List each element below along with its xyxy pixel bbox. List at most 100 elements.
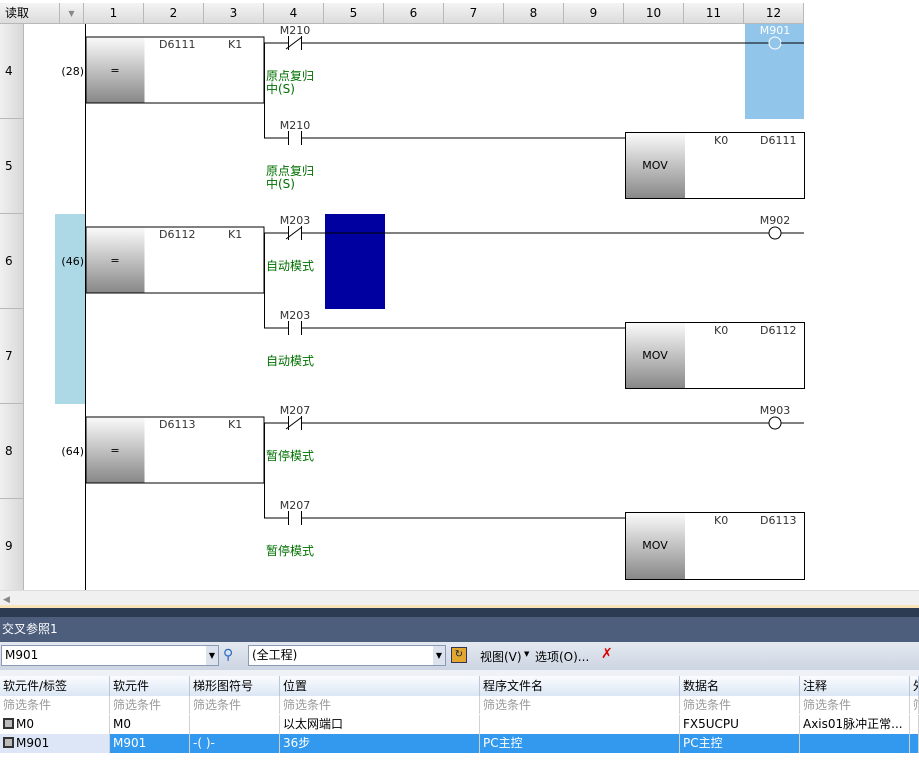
clear-filter-icon[interactable]: ✗ [601, 646, 613, 662]
device-combo[interactable]: M901 ▼ [1, 645, 219, 666]
coil-highlight [745, 24, 804, 119]
column-header[interactable]: 程序文件名 [480, 676, 680, 696]
row-header[interactable]: 9 [0, 499, 24, 594]
table-cell[interactable]: -( )- [190, 734, 280, 753]
scroll-left-icon[interactable]: ◀ [3, 595, 10, 605]
compare-operand-1: D6112 [159, 228, 195, 241]
table-cell[interactable]: Axis01脉冲正常... [800, 715, 910, 734]
scope-value: (全工程) [252, 648, 298, 662]
column-header: 1 [84, 3, 144, 24]
mov-source: K0 [714, 134, 728, 147]
cell-text: M0 [16, 717, 34, 731]
row-header[interactable]: 6 [0, 214, 24, 309]
coil-label: M903 [760, 404, 791, 417]
compare-operand-1: D6111 [159, 38, 195, 51]
filter-cell[interactable]: 筛选条件 [910, 696, 919, 714]
cell-text: PC主控 [483, 736, 523, 750]
filter-cell[interactable]: 筛选条件 [680, 696, 800, 714]
mov-destination: D6112 [760, 324, 796, 337]
view-menu[interactable]: 视图(V) [480, 650, 522, 664]
mov-operator-cell [626, 323, 685, 388]
step-number: (28) [61, 65, 84, 78]
device-comment: 中(S) [266, 176, 295, 191]
column-header[interactable]: 梯形图符号 [190, 676, 280, 696]
cell-text: M0 [113, 717, 131, 731]
mov-operator: MOV [642, 159, 668, 172]
cell-text: FX5UCPU [683, 717, 739, 731]
chevron-down-icon[interactable]: ▼ [206, 646, 218, 665]
contact-label: M203 [280, 214, 311, 227]
filter-cell[interactable]: 筛选条件 [110, 696, 190, 714]
table-cell [910, 734, 919, 753]
row-header[interactable]: 7 [0, 309, 24, 404]
table-cell[interactable]: FX5UCPU [680, 715, 800, 734]
table-cell[interactable]: M901 [110, 734, 190, 753]
read-mode-header[interactable]: 读取 [0, 3, 60, 24]
table-cell[interactable] [800, 734, 910, 753]
table-cell[interactable]: 以太网端口 [280, 715, 480, 734]
chevron-down-icon: ▼ [524, 650, 530, 658]
filter-cell[interactable]: 筛选条件 [800, 696, 910, 714]
table-cell[interactable] [480, 715, 680, 734]
column-header: 10 [624, 3, 684, 24]
mov-destination: D6111 [760, 134, 796, 147]
filter-cell[interactable]: 筛选条件 [0, 696, 110, 714]
table-cell[interactable]: PC主控 [480, 734, 680, 753]
column-header: 5 [324, 3, 384, 24]
device-chip-icon [3, 718, 14, 729]
compare-operator: = [110, 254, 119, 267]
cell-text: Axis01脉冲正常... [803, 717, 903, 731]
cursor-cell[interactable] [325, 214, 385, 309]
refresh-icon[interactable]: ↻ [451, 647, 467, 663]
column-header[interactable]: 注释 [800, 676, 910, 696]
column-header: 7 [444, 3, 504, 24]
column-header: 2 [144, 3, 204, 24]
step-number: (46) [61, 255, 84, 268]
mov-operator: MOV [642, 539, 668, 552]
search-icon[interactable]: ⚲ [223, 647, 234, 663]
filter-cell[interactable]: 筛选条件 [190, 696, 280, 714]
column-header[interactable]: 软元件 [110, 676, 190, 696]
device-label-cell[interactable]: M901 [0, 734, 110, 753]
compare-operand-1: D6113 [159, 418, 195, 431]
panel-divider[interactable] [0, 605, 919, 617]
table-cell[interactable]: PC主控 [680, 734, 800, 753]
contact-label: M203 [280, 309, 311, 322]
column-header: 3 [204, 3, 264, 24]
column-header: 4 [264, 3, 324, 24]
device-value: M901 [5, 648, 39, 662]
compare-operator: = [110, 444, 119, 457]
row-header[interactable]: 5 [0, 119, 24, 214]
cell-text: M901 [16, 736, 50, 750]
compare-operator-cell [86, 417, 145, 483]
compare-operand-2: K1 [228, 418, 242, 431]
nc-contact-icon [285, 36, 303, 50]
table-cell[interactable] [190, 715, 280, 734]
scope-combo[interactable]: (全工程) ▼ [248, 645, 446, 666]
compare-operator-cell [86, 227, 145, 293]
column-header: 12 [744, 3, 804, 24]
mov-operator-cell [626, 513, 685, 579]
table-cell[interactable]: 36步 [280, 734, 480, 753]
filter-cell[interactable]: 筛选条件 [280, 696, 480, 714]
horizontal-scrollbar[interactable]: ◀ [0, 590, 919, 605]
row-header[interactable]: 8 [0, 404, 24, 499]
cell-text: 36步 [283, 736, 311, 750]
read-mode-dropdown[interactable]: ▼ [60, 3, 84, 24]
filter-cell[interactable]: 筛选条件 [480, 696, 680, 714]
column-header[interactable]: 数据名 [680, 676, 800, 696]
table-cell[interactable]: M0 [110, 715, 190, 734]
mov-operator: MOV [642, 349, 668, 362]
column-header[interactable]: 位置 [280, 676, 480, 696]
device-comment: 中(S) [266, 81, 295, 96]
device-label-cell[interactable]: M0 [0, 715, 110, 734]
column-header: 6 [384, 3, 444, 24]
column-header[interactable]: 软元件/标签 [0, 676, 110, 696]
chevron-down-icon[interactable]: ▼ [433, 646, 445, 665]
options-menu[interactable]: 选项(O)... [535, 650, 590, 664]
row-header[interactable]: 4 [0, 24, 24, 119]
nc-contact-icon [285, 226, 303, 240]
column-header[interactable]: 外 [910, 676, 919, 696]
cell-text: M901 [113, 736, 147, 750]
